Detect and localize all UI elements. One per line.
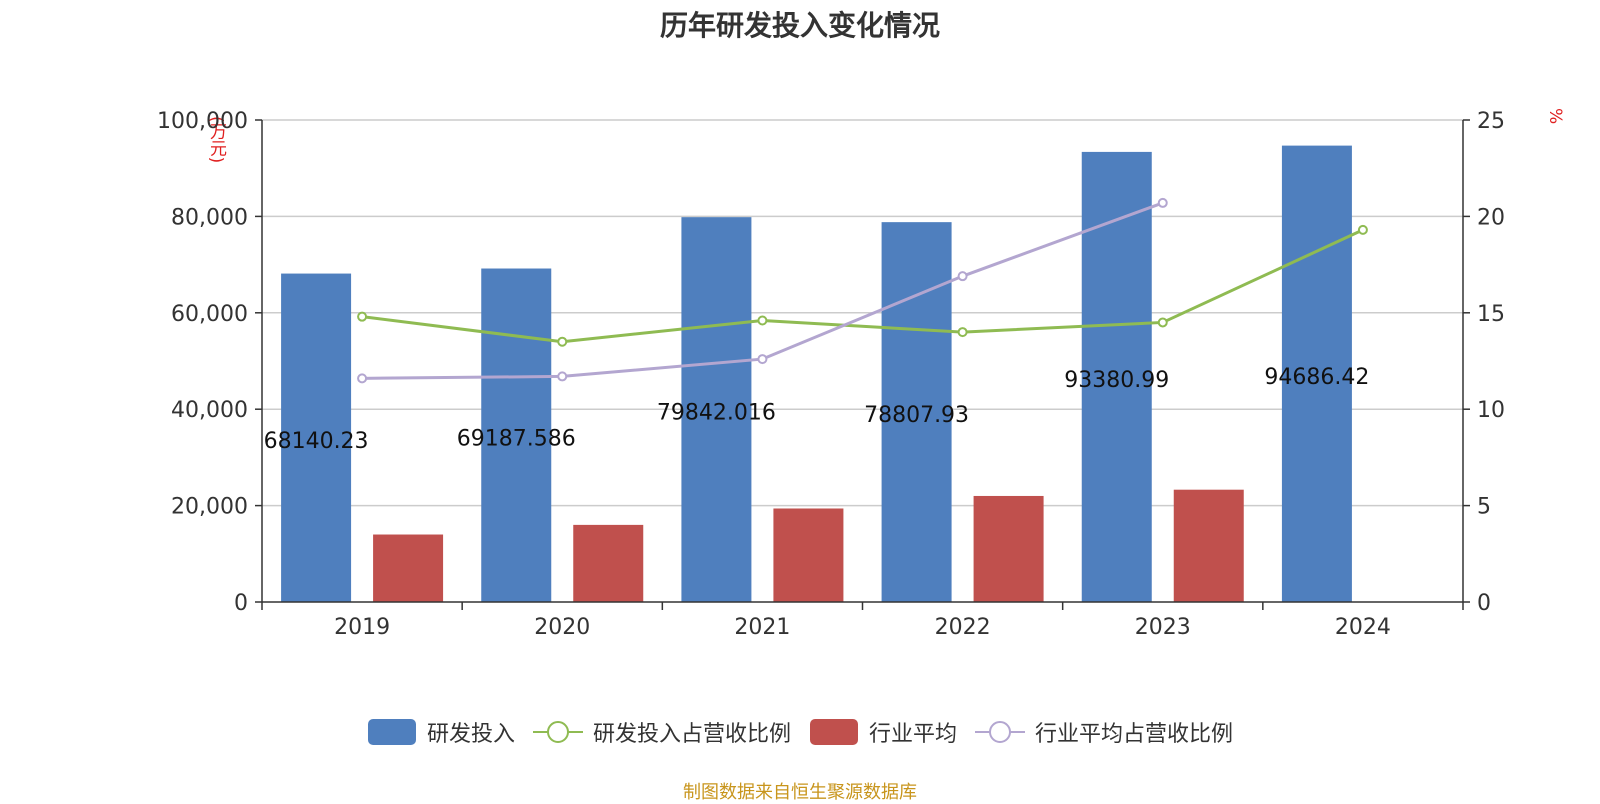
industry-avg-bar <box>1173 489 1244 602</box>
x-axis-tick-label: 2019 <box>334 615 390 640</box>
industry-avg-bar <box>773 508 844 602</box>
right-axis-tick-label: 20 <box>1477 205 1505 230</box>
x-axis-tick-label: 2023 <box>1135 615 1191 640</box>
rd-ratio-point <box>357 311 368 322</box>
rd-investment-data-label: 93380.99 <box>1064 368 1169 393</box>
legend-label: 行业平均占营收比例 <box>1035 722 1234 747</box>
rd-investment-data-label: 69187.586 <box>457 426 576 451</box>
rd-ratio-line <box>361 228 1364 344</box>
rd-ratio-point <box>1357 224 1368 235</box>
rd-ratio-point <box>957 327 968 338</box>
rd-investment-bar <box>281 273 352 602</box>
industry-avg-bar <box>573 524 644 602</box>
industry-ratio-point <box>557 371 568 382</box>
rd-investment-bar <box>481 268 552 602</box>
legend-label: 研发投入占营收比例 <box>592 722 791 747</box>
right-axis-tick-label: 15 <box>1477 302 1505 327</box>
left-axis-tick-label: 0 <box>234 591 248 616</box>
left-axis-tick-label: 80,000 <box>171 205 248 230</box>
legend-bar-swatch-icon <box>367 719 416 745</box>
legend-line-swatch-icon <box>532 721 583 743</box>
legend-item-rd-ratio[interactable]: 研发投入占营收比例 <box>532 716 791 748</box>
rd-investment-data-label: 78807.93 <box>864 403 969 428</box>
legend-line-swatch-icon <box>975 721 1026 743</box>
industry-ratio-point <box>957 271 968 282</box>
industry-avg-bar <box>373 534 444 602</box>
legend-label: 研发投入 <box>426 722 515 747</box>
rd-investment-data-label: 68140.23 <box>264 429 369 454</box>
industry-avg-bar <box>973 495 1044 602</box>
rd-ratio-point <box>1157 317 1168 328</box>
industry-ratio-point <box>357 373 368 384</box>
legend-bar-swatch-icon <box>810 719 858 745</box>
x-axis-tick-label: 2024 <box>1335 615 1391 640</box>
rd-ratio-point <box>757 315 768 326</box>
left-axis-tick-label: 40,000 <box>171 398 248 423</box>
industry-ratio-point <box>757 354 768 365</box>
legend: 研发投入 研发投入占营收比例 行业平均 行业平均占营收比例 <box>0 716 1600 748</box>
rd-investment-bar <box>1281 145 1352 602</box>
left-axis-tick-label: 60,000 <box>171 302 248 327</box>
legend-label: 行业平均 <box>869 722 958 747</box>
rd-investment-data-label: 94686.42 <box>1264 365 1369 390</box>
right-axis-tick-label: 25 <box>1477 109 1505 134</box>
x-axis-tick-label: 2020 <box>534 615 590 640</box>
industry-ratio-point <box>1157 197 1168 208</box>
chart-title: 历年研发投入变化情况 <box>659 9 940 42</box>
legend-item-rd-investment[interactable]: 研发投入 <box>367 716 515 748</box>
x-axis-tick-label: 2022 <box>935 615 991 640</box>
data-source-note: 制图数据来自恒生聚源数据库 <box>683 782 917 803</box>
left-axis-tick-label: 20,000 <box>171 495 248 520</box>
legend-item-industry-ratio[interactable]: 行业平均占营收比例 <box>975 716 1233 748</box>
rd-investment-bar <box>681 217 752 602</box>
right-axis-tick-label: 5 <box>1477 495 1491 520</box>
right-axis-tick-label: 10 <box>1477 398 1505 423</box>
left-axis-tick-label: 100,000 <box>157 109 248 134</box>
left-axis-unit: (万元) <box>206 116 226 164</box>
right-axis-tick-label: 0 <box>1477 591 1491 616</box>
legend-item-industry-avg[interactable]: 行业平均 <box>809 716 957 748</box>
rd-investment-data-label: 79842.016 <box>657 401 776 426</box>
x-axis-tick-label: 2021 <box>734 615 790 640</box>
rd-ratio-point <box>557 336 568 347</box>
